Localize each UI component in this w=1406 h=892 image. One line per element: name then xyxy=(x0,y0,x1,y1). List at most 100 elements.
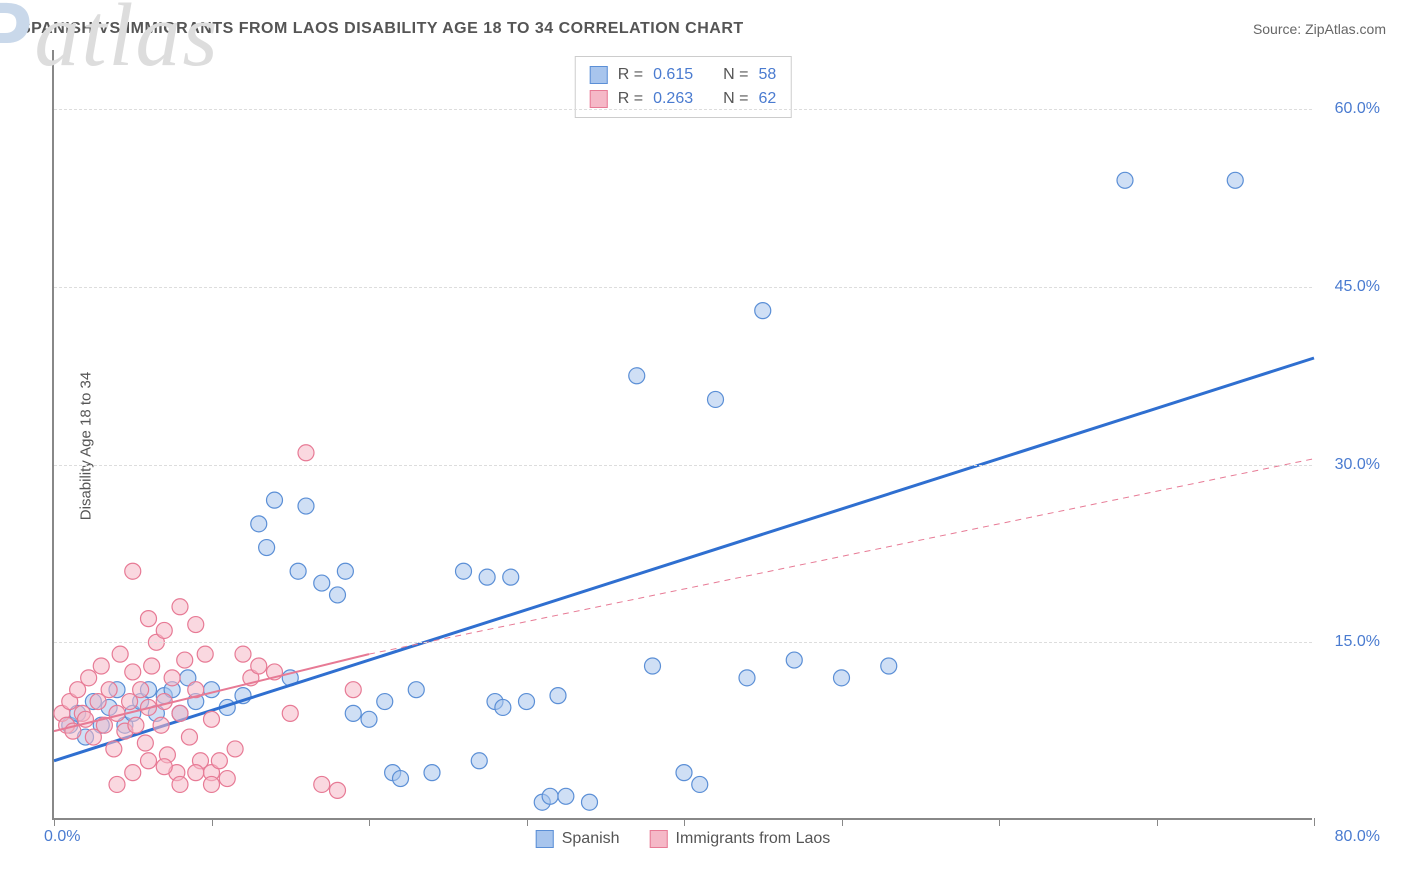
scatter-point xyxy=(109,776,125,792)
stats-row-0: R = 0.615 N = 58 xyxy=(590,63,777,87)
x-tick xyxy=(527,818,528,826)
y-tick-label: 15.0% xyxy=(1335,633,1380,651)
x-tick xyxy=(54,818,55,826)
source-name: ZipAtlas.com xyxy=(1305,21,1386,37)
stats-row-1: R = 0.263 N = 62 xyxy=(590,87,777,111)
legend: Spanish Immigrants from Laos xyxy=(536,830,831,848)
stats-swatch-1 xyxy=(590,90,608,108)
scatter-point xyxy=(251,516,267,532)
scatter-point xyxy=(93,658,109,674)
scatter-point xyxy=(676,765,692,781)
scatter-point xyxy=(181,729,197,745)
n-value-0: 58 xyxy=(758,63,776,87)
scatter-point xyxy=(204,776,220,792)
scatter-point xyxy=(424,765,440,781)
scatter-point xyxy=(542,788,558,804)
y-tick-label: 30.0% xyxy=(1335,456,1380,474)
scatter-point xyxy=(408,682,424,698)
scatter-point xyxy=(141,753,157,769)
r-value-0: 0.615 xyxy=(653,63,693,87)
scatter-point xyxy=(330,782,346,798)
scatter-point xyxy=(330,587,346,603)
scatter-point xyxy=(377,694,393,710)
scatter-point xyxy=(267,492,283,508)
scatter-point xyxy=(144,658,160,674)
watermark: ZIPatlas xyxy=(0,0,220,85)
scatter-point xyxy=(495,699,511,715)
x-tick xyxy=(212,818,213,826)
x-tick xyxy=(684,818,685,826)
scatter-point xyxy=(345,705,361,721)
scatter-point xyxy=(156,622,172,638)
legend-swatch-0 xyxy=(536,830,554,848)
chart-title: SPANISH VS IMMIGRANTS FROM LAOS DISABILI… xyxy=(20,20,744,38)
scatter-point xyxy=(172,599,188,615)
y-tick-label: 60.0% xyxy=(1335,100,1380,118)
scatter-point xyxy=(204,682,220,698)
scatter-point xyxy=(282,705,298,721)
n-value-1: 62 xyxy=(758,87,776,111)
x-origin-label: 0.0% xyxy=(44,828,80,846)
scatter-point xyxy=(125,765,141,781)
scatter-point xyxy=(361,711,377,727)
scatter-point xyxy=(251,658,267,674)
r-label-0: R = xyxy=(618,63,643,87)
chart-plot-area: ZIPatlas R = 0.615 N = 58 R = 0.263 N = … xyxy=(52,50,1312,820)
scatter-point xyxy=(558,788,574,804)
scatter-point xyxy=(550,688,566,704)
scatter-point xyxy=(479,569,495,585)
scatter-point xyxy=(708,391,724,407)
grid-line xyxy=(54,465,1312,466)
scatter-point xyxy=(188,617,204,633)
scatter-point xyxy=(137,735,153,751)
grid-line xyxy=(54,642,1312,643)
scatter-point xyxy=(582,794,598,810)
scatter-point xyxy=(133,682,149,698)
chart-source: Source: ZipAtlas.com xyxy=(1253,21,1386,37)
watermark-atlas: atlas xyxy=(34,0,219,85)
grid-line xyxy=(54,109,1312,110)
legend-item-0: Spanish xyxy=(536,830,620,848)
stats-swatch-0 xyxy=(590,66,608,84)
legend-item-1: Immigrants from Laos xyxy=(650,830,831,848)
scatter-point xyxy=(337,563,353,579)
scatter-point xyxy=(755,303,771,319)
grid-line xyxy=(54,287,1312,288)
legend-label-1: Immigrants from Laos xyxy=(676,830,831,848)
scatter-point xyxy=(188,765,204,781)
scatter-point xyxy=(128,717,144,733)
scatter-point xyxy=(141,611,157,627)
scatter-point xyxy=(1227,172,1243,188)
scatter-point xyxy=(112,646,128,662)
x-tick xyxy=(1314,818,1315,826)
x-tick xyxy=(369,818,370,826)
chart-header: SPANISH VS IMMIGRANTS FROM LAOS DISABILI… xyxy=(20,20,1386,38)
x-tick xyxy=(842,818,843,826)
scatter-point xyxy=(172,705,188,721)
scatter-point xyxy=(227,741,243,757)
scatter-point xyxy=(101,682,117,698)
scatter-point xyxy=(834,670,850,686)
scatter-point xyxy=(456,563,472,579)
scatter-point xyxy=(786,652,802,668)
scatter-point xyxy=(211,753,227,769)
scatter-point xyxy=(125,664,141,680)
scatter-point xyxy=(393,771,409,787)
scatter-point xyxy=(259,540,275,556)
scatter-point xyxy=(881,658,897,674)
r-value-1: 0.263 xyxy=(653,87,693,111)
scatter-point xyxy=(345,682,361,698)
scatter-svg: ZIPatlas xyxy=(54,50,1314,820)
scatter-point xyxy=(153,717,169,733)
scatter-point xyxy=(471,753,487,769)
scatter-point xyxy=(235,646,251,662)
scatter-point xyxy=(204,711,220,727)
legend-swatch-1 xyxy=(650,830,668,848)
scatter-point xyxy=(314,776,330,792)
x-tick xyxy=(1157,818,1158,826)
y-tick-label: 45.0% xyxy=(1335,278,1380,296)
scatter-point xyxy=(290,563,306,579)
scatter-point xyxy=(1117,172,1133,188)
r-label-1: R = xyxy=(618,87,643,111)
x-tick xyxy=(999,818,1000,826)
